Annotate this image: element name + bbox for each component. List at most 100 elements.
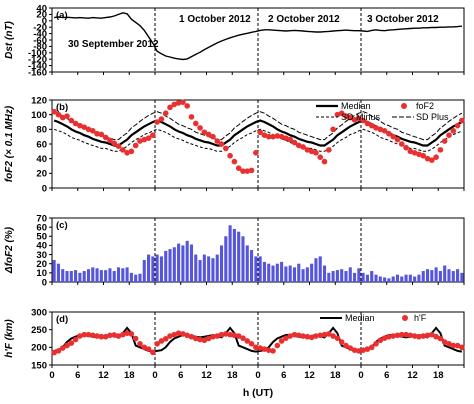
date-label-1-oct: 1 October 2012 <box>179 14 251 25</box>
fof2-point <box>59 114 66 121</box>
hf-point <box>368 344 375 351</box>
panel-d-ytick-label: 250 <box>31 325 47 336</box>
hf-point <box>398 331 405 338</box>
delta-fof2-bar <box>344 271 348 282</box>
fof2-point <box>441 138 448 144</box>
delta-fof2-bar <box>112 271 116 282</box>
fof2-point <box>81 124 87 130</box>
panel-b-fof2: 0 20 40 60 80 100 120 foF2 (× 0.1 MHz) (b) Median… <box>4 95 465 194</box>
panel-b-ytick-label: 0 <box>42 183 47 194</box>
hf-point <box>360 347 366 353</box>
fof2-point <box>145 135 152 141</box>
fof2-point <box>334 111 341 118</box>
delta-fof2-bar <box>310 263 314 282</box>
date-label-2-oct: 2 October 2012 <box>268 14 340 25</box>
hf-point <box>68 340 75 346</box>
delta-fof2-bar <box>335 270 339 282</box>
delta-fof2-bar <box>301 269 305 282</box>
delta-fof2-bar <box>99 270 103 282</box>
hf-point <box>223 331 229 337</box>
fof2-point <box>420 152 427 159</box>
hf-point <box>51 349 57 356</box>
panel-d-panel-label: (d) <box>56 314 68 325</box>
delta-fof2-bar <box>241 236 245 282</box>
delta-fof2-bar <box>322 265 327 282</box>
fof2-point <box>313 150 319 156</box>
fof2-point <box>158 116 165 122</box>
fof2-point <box>381 128 388 134</box>
hf-point <box>141 344 148 351</box>
panel-d-xtick-label: 0 <box>358 370 363 381</box>
delta-fof2-bar <box>331 271 335 282</box>
hf-point <box>120 331 126 338</box>
delta-fof2-bar <box>185 240 189 282</box>
panel-d-ytick-label: 150 <box>31 360 47 371</box>
hf-point <box>441 339 448 345</box>
delta-fof2-bar <box>451 271 455 282</box>
fof2-point <box>210 133 216 140</box>
fof2-point <box>459 117 465 124</box>
delta-fof2-bar <box>211 258 215 282</box>
delta-fof2-bar <box>353 272 357 282</box>
fof2-point <box>343 113 349 119</box>
panel-d-xtick-label: 6 <box>75 370 80 381</box>
hf-point <box>244 338 251 344</box>
fof2-point <box>265 133 272 140</box>
hf-point <box>175 330 182 337</box>
fof2-point <box>154 119 160 125</box>
delta-fof2-bar <box>387 278 391 282</box>
hf-point <box>180 331 186 337</box>
hf-point <box>424 332 431 339</box>
hf-point <box>89 332 96 339</box>
panel-d-xtick-label: 6 <box>281 370 286 381</box>
panel-d-xtick-label: 6 <box>384 370 389 381</box>
delta-fof2-bar <box>228 225 232 282</box>
panel-d-xtick-label: 0 <box>152 370 157 381</box>
panel-b-ytick-label: 20 <box>36 169 47 180</box>
hf-point <box>85 331 92 338</box>
hf-point <box>240 335 246 341</box>
hf-point <box>111 332 118 338</box>
fof2-point <box>437 147 444 153</box>
delta-fof2-bar <box>408 274 412 282</box>
delta-fof2-bar <box>258 256 262 282</box>
fof2-point <box>235 165 242 171</box>
hf-point <box>81 331 87 338</box>
fof2-point <box>227 152 233 159</box>
delta-fof2-bar <box>155 254 159 282</box>
fof2-point <box>192 120 199 127</box>
delta-fof2-bar <box>207 256 211 282</box>
panel-b-ytick-label: 40 <box>36 154 47 165</box>
hf-point <box>59 345 66 351</box>
delta-fof2-bar <box>215 254 219 282</box>
sd-plus-line <box>53 111 463 141</box>
hf-point <box>351 347 358 353</box>
delta-fof2-bar <box>138 273 142 282</box>
hf-point <box>304 333 311 340</box>
panel-d-xtick-label: 18 <box>433 370 444 381</box>
delta-fof2-bar <box>78 272 82 282</box>
hf-point <box>214 333 221 339</box>
fof2-point <box>424 155 431 162</box>
panel-a-ytick-label: -100 <box>28 48 47 59</box>
delta-fof2-bar <box>95 268 99 282</box>
fof2-point <box>175 100 182 106</box>
panel-d-xtick-label: 12 <box>98 370 109 381</box>
fof2-point <box>55 111 62 118</box>
hf-point <box>167 333 173 339</box>
delta-fof2-bar <box>194 254 198 282</box>
delta-fof2-bar <box>365 274 369 282</box>
hf-point <box>107 332 113 339</box>
panel-a-panel-label: (a) <box>56 10 68 21</box>
panel-c-ytick-label: 40 <box>36 241 47 252</box>
panel-a-ytick-label: -60 <box>33 35 47 46</box>
delta-fof2-bar <box>370 271 374 282</box>
delta-fof2-bar <box>52 260 56 282</box>
delta-fof2-bar <box>172 247 176 282</box>
panel-b-ytick-label: 120 <box>31 95 47 106</box>
panel-b-panel-label: (b) <box>56 102 68 113</box>
hf-point <box>437 335 444 342</box>
hf-point <box>227 331 233 338</box>
